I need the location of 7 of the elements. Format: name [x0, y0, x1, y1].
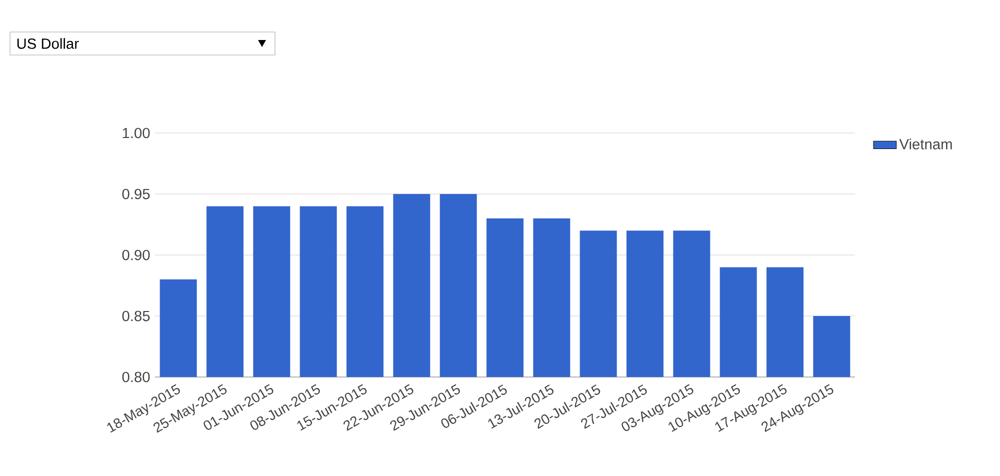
y-tick-label: 0.95: [122, 188, 150, 200]
y-tick-label: 1.00: [122, 128, 150, 138]
y-tick-label: 0.80: [122, 372, 150, 382]
text: US Dollar: [17, 38, 79, 49]
y-tick-label: 0.85: [122, 310, 150, 322]
legend-label: Vietnam: [899, 138, 952, 150]
y-tick-label: 0.90: [122, 250, 150, 260]
